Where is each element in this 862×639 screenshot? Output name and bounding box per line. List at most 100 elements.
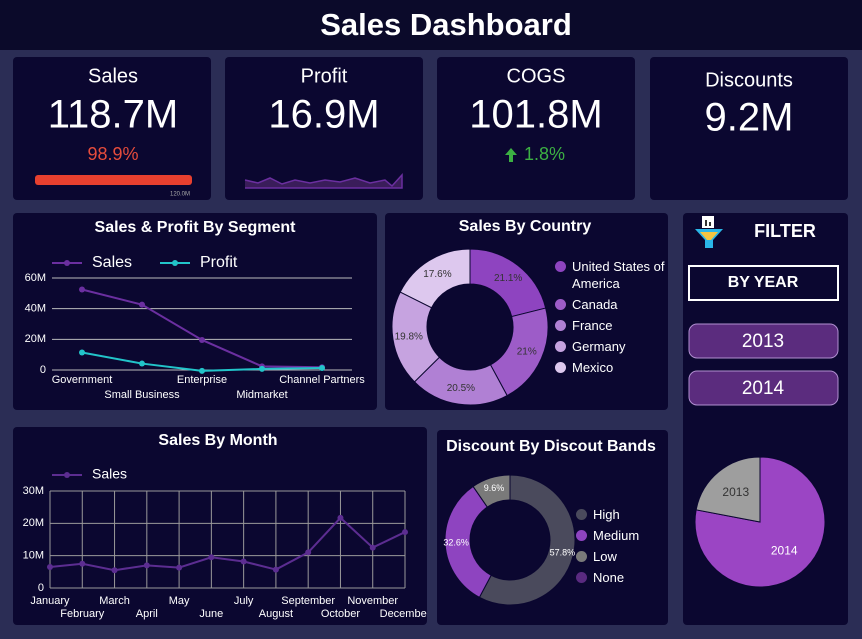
data-point <box>143 562 150 569</box>
kpi-value: 101.8M <box>469 93 602 137</box>
kpi-label: Sales <box>88 65 138 87</box>
data-point <box>176 564 183 571</box>
legend: High Medium Low None <box>576 506 666 586</box>
kpi-label: Discounts <box>705 69 793 91</box>
x-tick-label: Channel Partners <box>279 374 365 386</box>
pie-chart: 2014 2013 <box>694 456 826 588</box>
data-point <box>240 558 247 565</box>
legend-box: United States of America Canada France Germ… <box>555 258 665 376</box>
chart-title: Sales By Month <box>158 432 277 449</box>
y-tick-label: 0 <box>40 364 46 376</box>
legend-swatch <box>576 530 587 541</box>
filter-group-label: BY YEAR <box>728 274 799 291</box>
x-tick-label: September <box>281 595 335 607</box>
chart-card <box>13 427 427 625</box>
kpi-delta: 98.9% <box>87 144 138 164</box>
legend-label: Sales <box>92 254 132 271</box>
data-point <box>79 286 85 293</box>
x-tick-label: October <box>321 608 360 620</box>
legend-item: Medium <box>576 527 666 544</box>
legend-swatch <box>576 572 587 583</box>
kpi-gauge-max: 120.0M <box>170 192 190 198</box>
x-tick-label: August <box>259 608 293 620</box>
filter-option[interactable]: 2014 <box>742 378 785 399</box>
filter-button-bg[interactable] <box>688 323 839 359</box>
slice-label: 20.5% <box>447 383 475 394</box>
legend-item: United States of America <box>555 258 665 292</box>
legend-marker <box>64 260 70 266</box>
chart-title: Discount By Discout Bands <box>446 438 656 455</box>
legend-label: France <box>572 318 613 333</box>
legend-item: Mexico <box>555 359 665 376</box>
legend-box: High Medium Low None <box>576 506 666 586</box>
legend-label: Medium <box>593 528 640 543</box>
filter-button[interactable]: 2014 <box>688 370 839 406</box>
kpi-gauge <box>35 175 192 185</box>
kpi-card <box>650 57 848 200</box>
x-tick-label: January <box>30 595 70 607</box>
legend-marker <box>172 260 178 266</box>
x-tick-label: November <box>347 595 398 607</box>
legend-swatch <box>576 509 587 520</box>
series-line <box>49 516 406 572</box>
legend-label: Low <box>593 549 617 564</box>
legend-item: Canada <box>555 296 665 313</box>
line-chart: Sales By Month010M20M30MJanuaryFebruaryM… <box>23 432 431 620</box>
legend-item: None <box>576 569 666 586</box>
x-tick-label: May <box>169 595 190 607</box>
data-point <box>47 563 53 570</box>
filter-title: FILTER <box>754 221 816 241</box>
y-tick-label: 10M <box>23 550 44 562</box>
y-tick-label: 20M <box>23 517 44 529</box>
slice <box>478 474 576 606</box>
kpi-sparkline <box>244 173 403 189</box>
kpi-up-arrow <box>505 148 517 162</box>
slice-label: 2013 <box>722 485 749 499</box>
data-point <box>139 360 145 367</box>
filter-button-bg[interactable] <box>688 370 839 406</box>
x-tick-label: December <box>380 608 431 620</box>
legend-item: Low <box>576 548 666 565</box>
data-point <box>272 566 279 573</box>
dashboard-title: Sales Dashboard <box>320 7 572 42</box>
x-tick-label: Government <box>52 374 113 386</box>
x-tick-label: April <box>136 608 158 620</box>
header-bar <box>0 0 862 50</box>
legend-swatch <box>555 299 566 310</box>
data-point <box>319 365 325 372</box>
legend-item: France <box>555 317 665 334</box>
chart-title: Sales By Country <box>459 218 592 235</box>
legend: United States of America Canada France Germ… <box>555 258 665 376</box>
slice-label: 2014 <box>771 543 798 557</box>
kpi-value: 9.2M <box>705 96 794 140</box>
data-point <box>79 349 85 356</box>
legend-swatch <box>555 261 566 272</box>
filter-option[interactable]: 2013 <box>742 331 784 352</box>
x-tick-label: March <box>99 595 130 607</box>
donut-chart: Discount By Discout Bands 57.8% 32.6% 9.6% H… <box>443 438 666 606</box>
slice <box>399 248 471 309</box>
filter-button[interactable]: 2013 <box>688 323 839 359</box>
slice-label: 21.1% <box>494 273 522 284</box>
legend-label: Mexico <box>572 360 614 375</box>
legend-item: Germany <box>555 338 665 355</box>
data-point <box>402 529 408 536</box>
slice-label: 21% <box>517 347 537 358</box>
slice <box>695 456 761 523</box>
y-tick-label: 60M <box>25 272 46 284</box>
chart-title: Sales & Profit By Segment <box>95 219 297 236</box>
legend-label: High <box>593 507 620 522</box>
legend-label: Profit <box>200 254 238 271</box>
legend-label: United States of America <box>572 259 665 291</box>
legend-swatch <box>555 341 566 352</box>
chart-card <box>13 213 377 410</box>
data-point <box>199 367 205 374</box>
slice-label: 9.6% <box>484 483 505 493</box>
y-tick-label: 0 <box>38 582 44 594</box>
y-tick-label: 30M <box>23 485 44 497</box>
kpi-value: 16.9M <box>268 93 379 137</box>
legend-swatch <box>555 362 566 373</box>
slice <box>472 474 511 508</box>
x-tick-label: February <box>60 608 105 620</box>
legend-swatch <box>555 320 566 331</box>
